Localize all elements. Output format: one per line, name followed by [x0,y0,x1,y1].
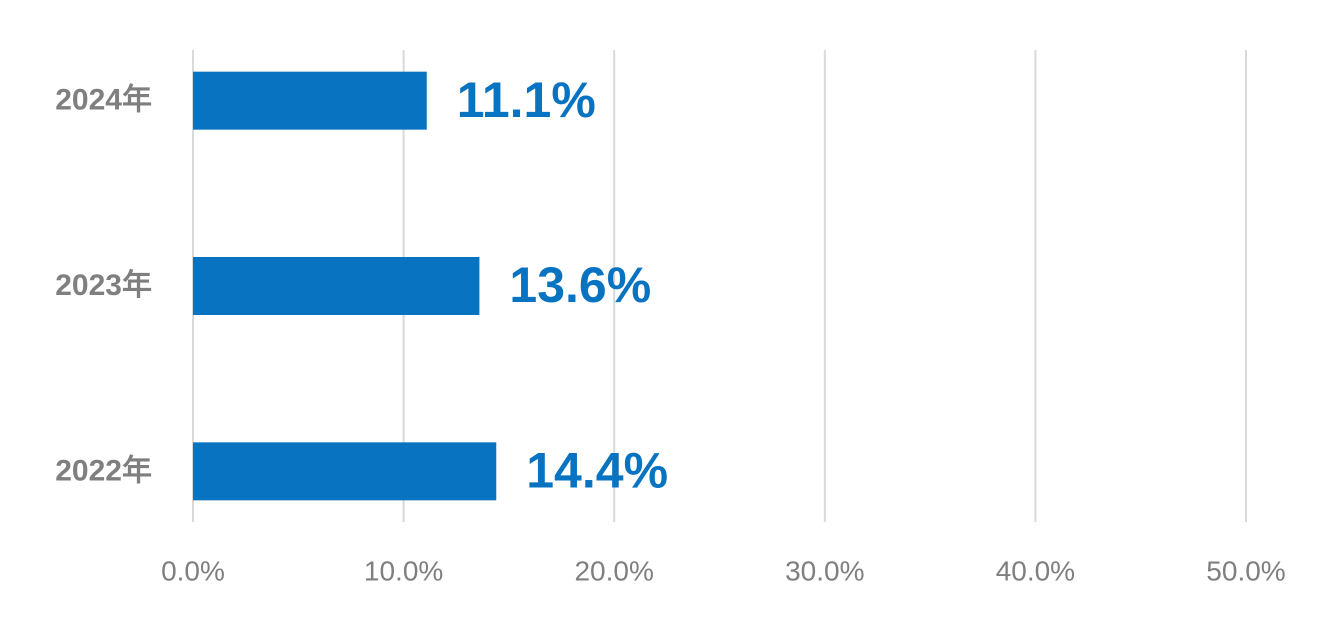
value-label: 14.4% [526,443,668,499]
value-label: 13.6% [509,257,651,313]
y-tick-label: 2024年 [55,84,152,117]
y-tick-label: 2022年 [55,454,152,487]
bar [193,442,497,501]
bar [193,257,480,315]
bar [193,71,427,130]
y-tick-label: 2023年 [55,269,152,302]
x-tick-label: 20.0% [574,555,653,586]
x-tick-label: 30.0% [785,555,864,586]
value-label: 11.1% [457,72,596,128]
x-tick-label: 50.0% [1206,555,1285,586]
x-tick-label: 10.0% [364,555,443,586]
x-tick-label: 40.0% [996,555,1075,586]
x-tick-label: 0.0% [161,555,225,586]
